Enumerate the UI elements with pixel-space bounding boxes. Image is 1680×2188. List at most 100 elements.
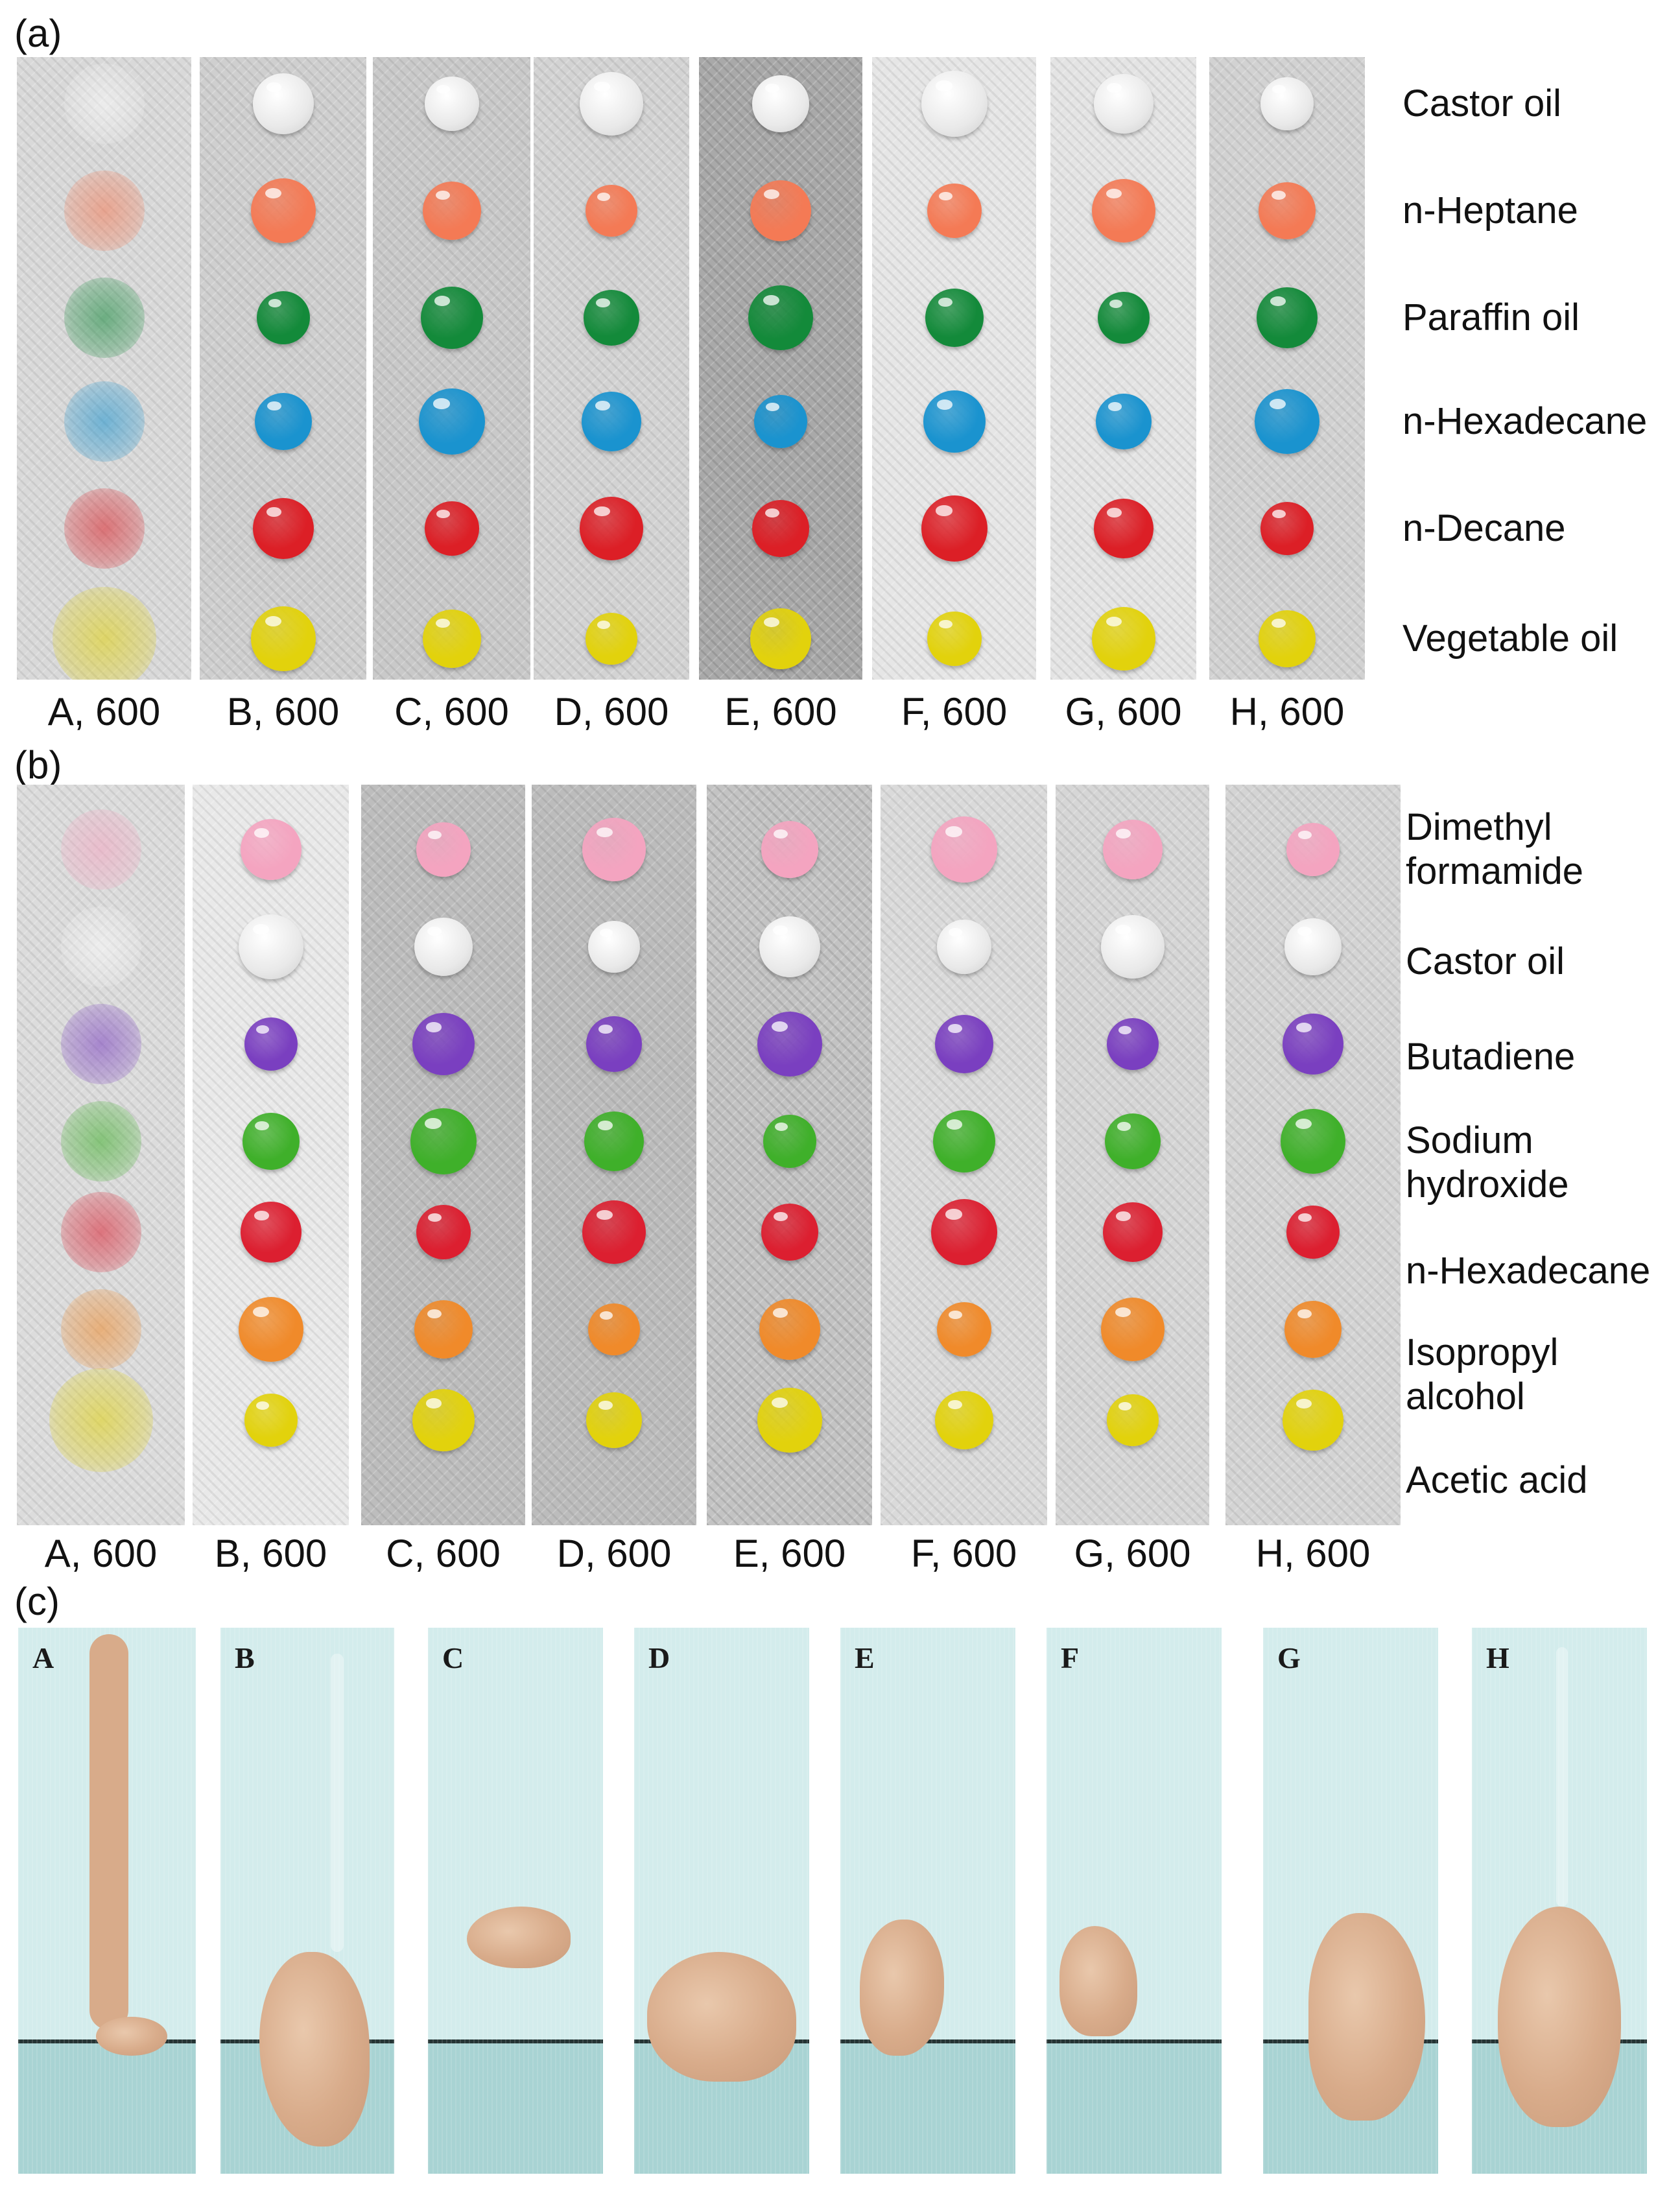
droplet-highlight bbox=[268, 299, 282, 308]
droplet-highlight bbox=[764, 189, 779, 200]
droplet-highlight bbox=[436, 509, 451, 519]
b-droplet bbox=[238, 1297, 303, 1362]
droplet-highlight bbox=[1115, 924, 1131, 935]
droplet-highlight bbox=[1109, 300, 1122, 308]
b-liquid-label: Isopropyl alcohol bbox=[1406, 1331, 1559, 1418]
a-droplet bbox=[925, 289, 984, 347]
sand-pile bbox=[647, 1952, 796, 2082]
droplet-highlight bbox=[1106, 188, 1122, 199]
b-liquid-label: Acetic acid bbox=[1406, 1459, 1588, 1501]
b-droplet bbox=[759, 916, 820, 977]
a-droplet bbox=[64, 171, 145, 251]
c-panel-c: C bbox=[428, 1628, 603, 2174]
b-droplet bbox=[412, 1013, 475, 1075]
b-droplet bbox=[244, 1394, 298, 1447]
droplet-highlight bbox=[597, 621, 610, 629]
b-droplet bbox=[1102, 820, 1163, 879]
b-droplet bbox=[1106, 1018, 1159, 1070]
b-droplet bbox=[1104, 1113, 1161, 1169]
a-strip-a bbox=[17, 57, 191, 680]
droplet-highlight bbox=[597, 193, 610, 201]
b-droplet bbox=[1284, 1301, 1342, 1358]
b-droplet bbox=[1106, 1394, 1159, 1446]
b-droplet bbox=[934, 1015, 993, 1073]
a-droplet bbox=[1093, 499, 1154, 558]
a-strip-c bbox=[373, 57, 530, 680]
b-droplet bbox=[761, 821, 818, 878]
sand-trail bbox=[331, 1654, 344, 1952]
a-droplet bbox=[422, 182, 481, 240]
a-droplet bbox=[586, 185, 637, 237]
droplet-highlight bbox=[949, 927, 963, 937]
a-liquid-label: n-Hexadecane bbox=[1402, 400, 1648, 442]
droplet-highlight bbox=[596, 298, 610, 307]
a-droplet bbox=[1260, 502, 1314, 555]
a-caption-e: E, 600 bbox=[724, 690, 837, 733]
droplet-highlight bbox=[266, 82, 282, 93]
b-droplet bbox=[757, 1388, 822, 1453]
sand-pile bbox=[1498, 1907, 1621, 2127]
a-liquid-label: n-Decane bbox=[1402, 507, 1566, 549]
droplet-highlight bbox=[947, 1119, 963, 1130]
droplet-highlight bbox=[594, 506, 610, 517]
droplet-highlight bbox=[1118, 1402, 1131, 1410]
droplet-highlight bbox=[774, 1123, 788, 1132]
b-droplet bbox=[763, 1115, 816, 1168]
b-strip-h bbox=[1225, 785, 1401, 1525]
b-droplet bbox=[60, 1004, 141, 1084]
sand-pile bbox=[1059, 1926, 1137, 2036]
a-liquid-label: Castor oil bbox=[1402, 82, 1561, 125]
droplet-highlight bbox=[1106, 616, 1122, 627]
droplet-highlight bbox=[936, 505, 952, 516]
droplet-highlight bbox=[1297, 1309, 1312, 1319]
droplet-highlight bbox=[936, 80, 952, 91]
a-droplet bbox=[1091, 179, 1155, 243]
b-droplet bbox=[586, 1016, 642, 1072]
droplet-highlight bbox=[1297, 927, 1312, 936]
b-caption-c: C, 600 bbox=[386, 1532, 501, 1575]
b-strip-d bbox=[532, 785, 696, 1525]
b-strip-a bbox=[17, 785, 185, 1525]
droplet-highlight bbox=[1272, 85, 1286, 94]
droplet-highlight bbox=[1272, 510, 1286, 519]
a-strip-b bbox=[200, 57, 366, 680]
a-droplet bbox=[580, 72, 643, 136]
a-droplet bbox=[250, 178, 316, 243]
a-liquid-label: n-Heptane bbox=[1402, 189, 1578, 232]
droplet-highlight bbox=[1271, 619, 1286, 628]
sand-pile bbox=[1308, 1913, 1425, 2121]
a-droplet bbox=[422, 610, 481, 668]
a-strip-d bbox=[534, 57, 689, 680]
droplet-highlight bbox=[254, 828, 270, 838]
droplet-highlight bbox=[763, 295, 779, 305]
a-droplet bbox=[748, 285, 813, 350]
c-sample-letter-h: H bbox=[1486, 1641, 1509, 1674]
b-droplet bbox=[60, 907, 141, 987]
droplet-highlight bbox=[1116, 828, 1131, 838]
droplet-highlight bbox=[1118, 1026, 1131, 1034]
droplet-highlight bbox=[425, 1118, 442, 1129]
b-droplet bbox=[932, 1110, 995, 1172]
b-droplet bbox=[410, 1108, 477, 1174]
c-sample-letter-f: F bbox=[1061, 1641, 1080, 1674]
droplet-highlight bbox=[938, 297, 953, 307]
sand-pile bbox=[860, 1920, 944, 2056]
c-panel-d: D bbox=[634, 1628, 809, 2174]
c-panel-a: A bbox=[18, 1628, 196, 2174]
b-droplet bbox=[49, 1368, 153, 1472]
b-caption-f: F, 600 bbox=[910, 1532, 1017, 1575]
a-droplet bbox=[752, 500, 809, 557]
b-droplet bbox=[242, 1113, 300, 1170]
droplet-highlight bbox=[764, 84, 779, 93]
droplet-highlight bbox=[772, 1021, 788, 1032]
b-droplet bbox=[240, 1202, 302, 1263]
a-droplet bbox=[1257, 287, 1318, 348]
a-droplet bbox=[923, 390, 986, 453]
droplet-highlight bbox=[255, 1025, 270, 1034]
droplet-highlight bbox=[774, 1212, 788, 1222]
droplet-highlight bbox=[427, 926, 442, 936]
a-droplet bbox=[927, 612, 982, 666]
b-strip-g bbox=[1056, 785, 1209, 1525]
droplet-highlight bbox=[426, 1022, 442, 1032]
a-droplet bbox=[64, 64, 145, 144]
